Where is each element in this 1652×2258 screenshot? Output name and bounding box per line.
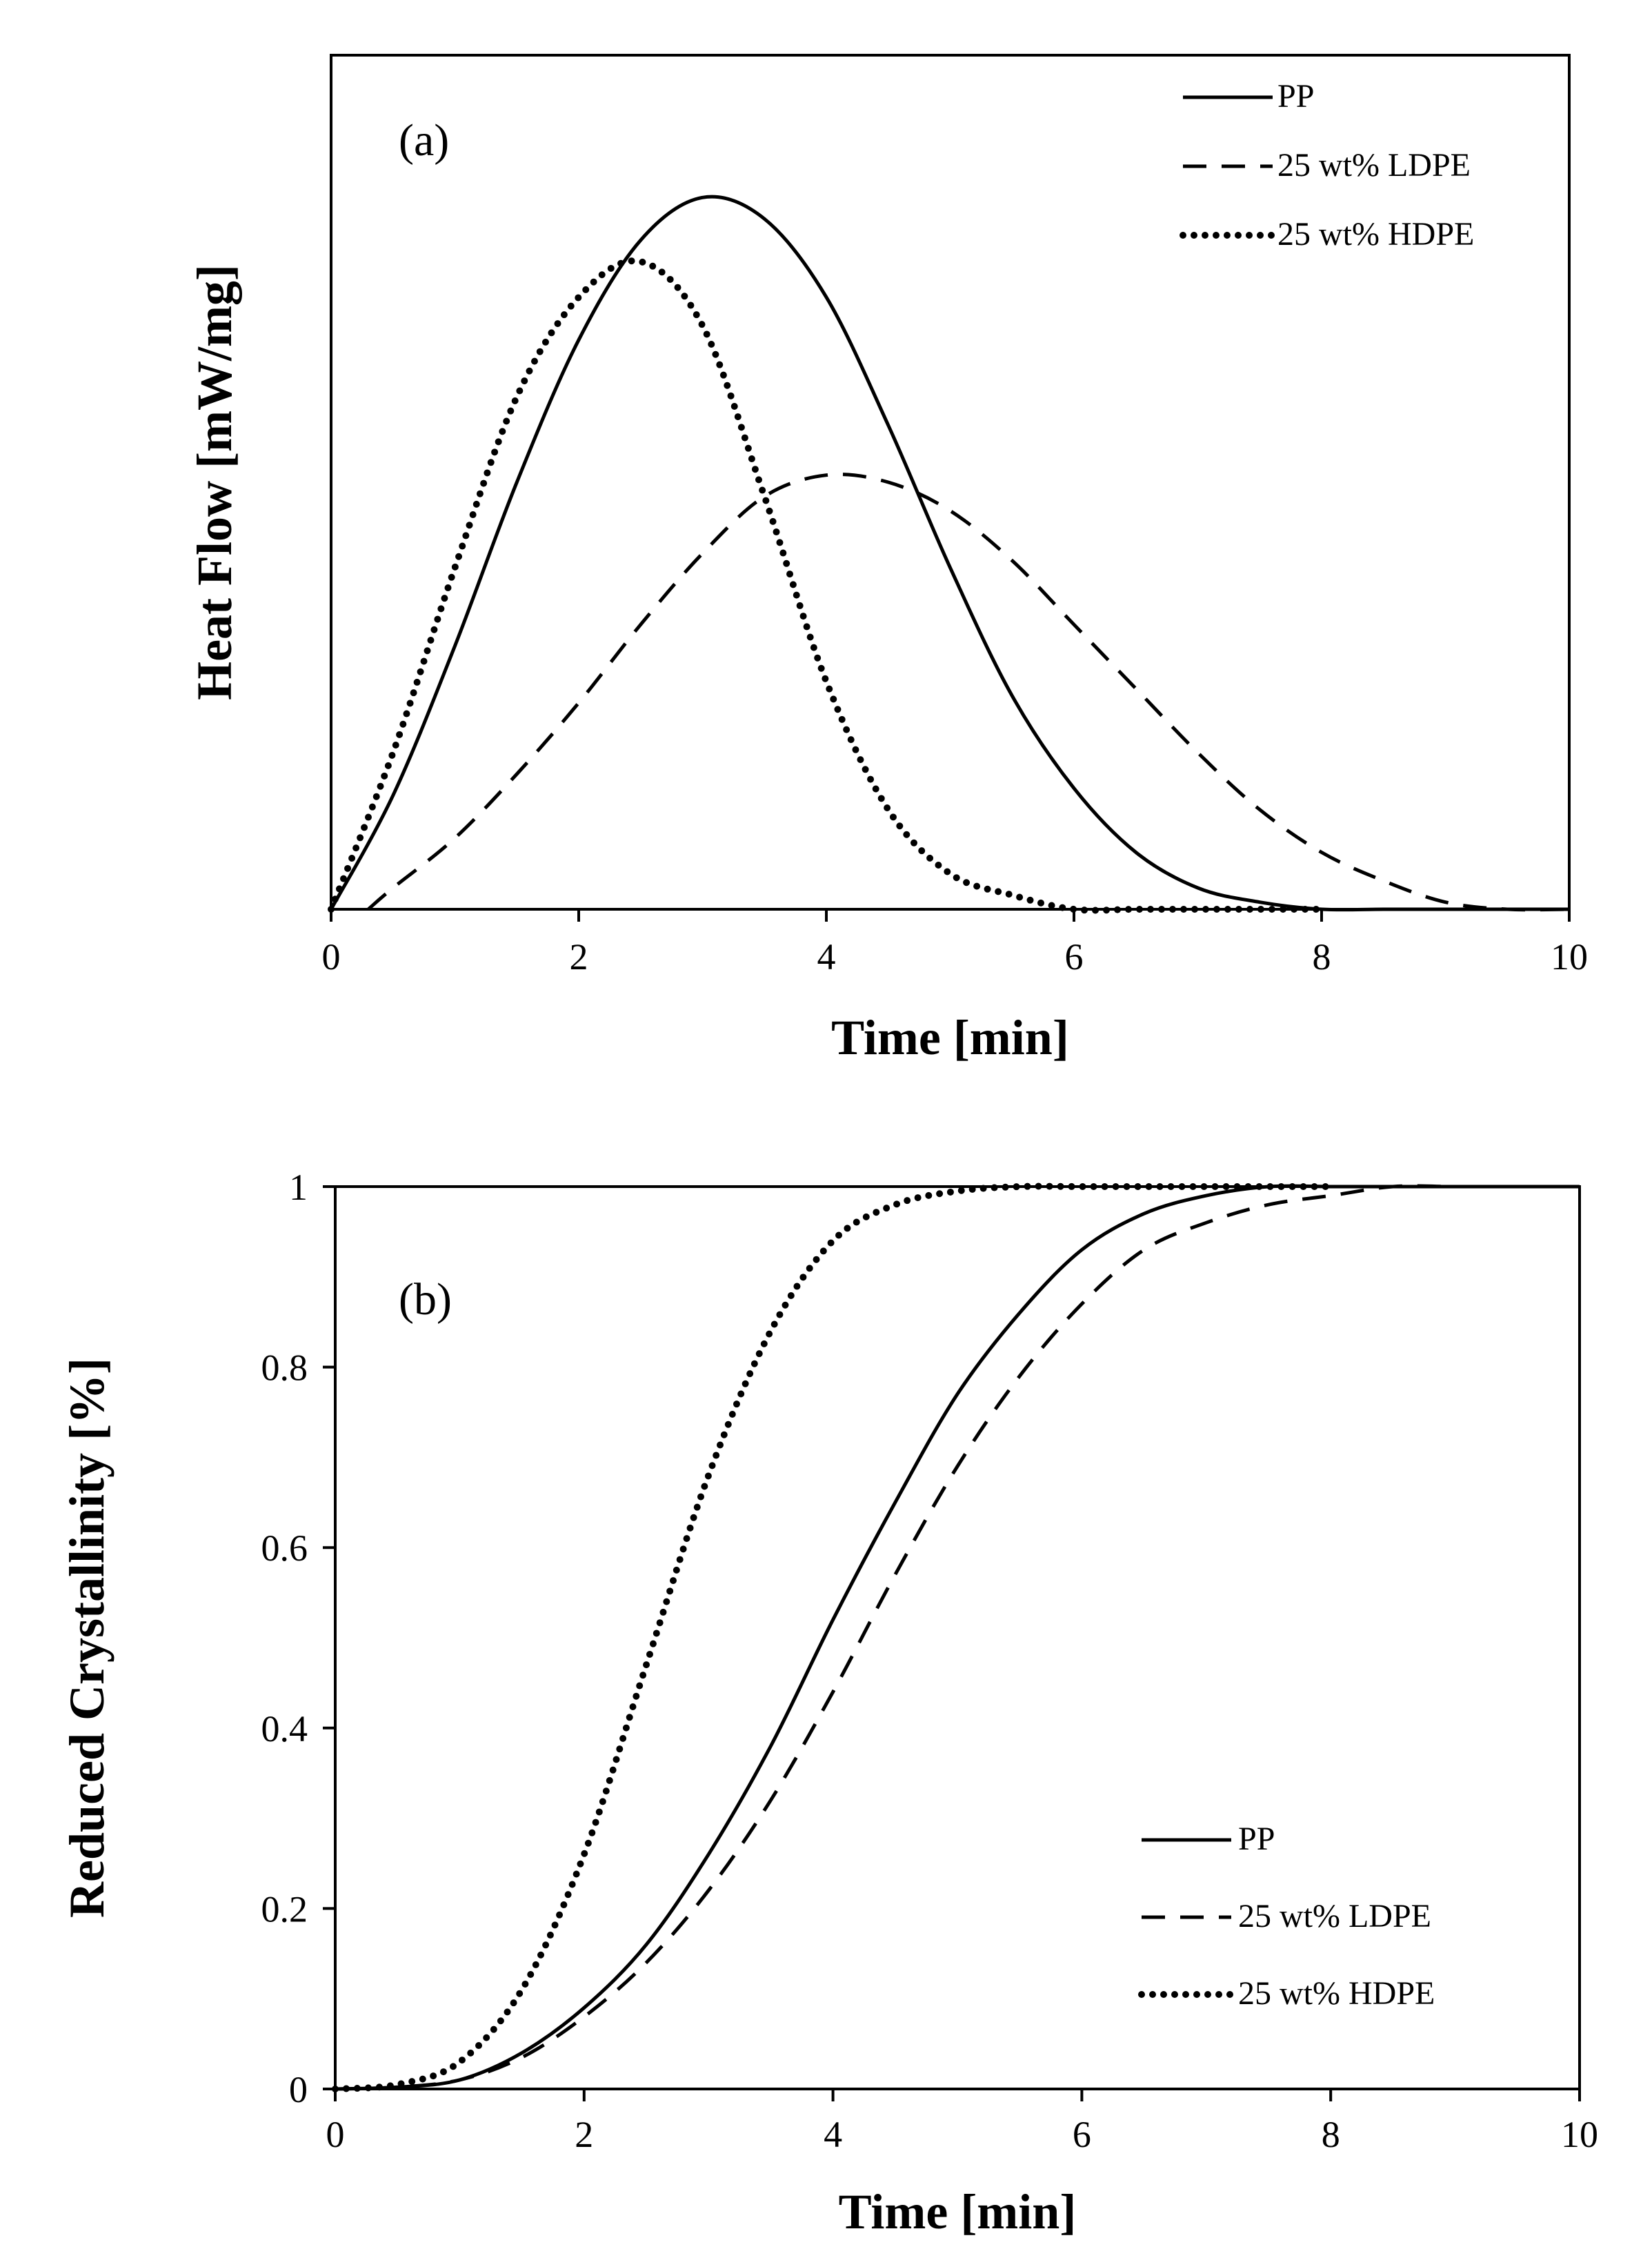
x-tick-label: 6: [1073, 2114, 1091, 2155]
x-tick-label: 8: [1313, 936, 1331, 978]
x-tick-label: 0: [326, 2114, 345, 2155]
x-tick-label: 0: [322, 936, 341, 978]
y-tick-label: 0.2: [261, 1888, 308, 1930]
panel-b-reduced-crystallinity: 0 2 4 6 8 10 0 0.2 0.4 0.6 0.8 1 Time [min] Reduced C…: [59, 1167, 1598, 2239]
legend-label: 25 wt% HDPE: [1238, 1975, 1435, 2012]
panel-label: (b): [399, 1274, 452, 1325]
series-line-25-wt-ldpe: [367, 473, 1570, 912]
x-tick-label: 6: [1065, 936, 1084, 978]
y-axis-title: Heat Flow [mW/mg]: [187, 264, 242, 700]
legend-label: PP: [1238, 1821, 1275, 1857]
x-tick-label: 4: [824, 2114, 842, 2155]
y-tick-label: 0.6: [261, 1527, 308, 1569]
series-line-25-wt-hdpe: [332, 1182, 1335, 2092]
series-line-25-wt-ldpe: [335, 1184, 1580, 2091]
y-axis-title: Reduced Crystallinity [%]: [59, 1358, 115, 1918]
legend-label: 25 wt% HDPE: [1277, 216, 1474, 252]
x-tick-label: 2: [575, 2114, 593, 2155]
plot-area-frame: [334, 1185, 1581, 2090]
legend-label: PP: [1277, 78, 1314, 115]
series-line-25-wt-hdpe: [328, 257, 1325, 914]
series-line-pp: [329, 195, 1569, 912]
x-tick-label: 8: [1322, 2114, 1340, 2155]
x-axis-title: Time [min]: [831, 1010, 1069, 1065]
legend-label: 25 wt% LDPE: [1238, 1898, 1431, 1934]
x-tick-label: 10: [1551, 936, 1588, 978]
x-tick-label: 2: [570, 936, 588, 978]
panel-label: (a): [399, 115, 449, 166]
plot-area-frame: [330, 54, 1571, 911]
panel-a-heat-flow: 0 2 4 6 8 10 Time [min] Heat Flow [mW/mg] (a) PP 2…: [187, 54, 1588, 1065]
y-tick-label: 0.8: [261, 1347, 308, 1389]
x-tick-label: 10: [1561, 2114, 1598, 2155]
y-tick-label: 0.4: [261, 1708, 308, 1750]
legend-label: 25 wt% LDPE: [1277, 147, 1471, 184]
x-tick-label: 4: [817, 936, 836, 978]
y-tick-label: 0: [289, 2069, 308, 2110]
x-axis-title: Time [min]: [839, 2184, 1077, 2239]
y-tick-label: 1: [289, 1167, 308, 1208]
series-line-pp: [335, 1184, 1580, 2091]
